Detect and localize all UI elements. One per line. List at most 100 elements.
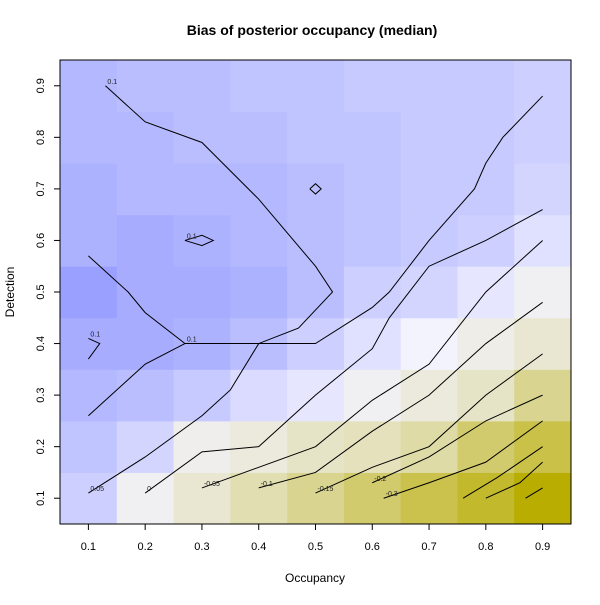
x-tick-label: 0.1 — [81, 541, 96, 553]
heatmap-cell — [343, 163, 402, 216]
heatmap-cell — [287, 111, 345, 164]
heatmap-cell — [343, 472, 402, 525]
contour-line — [88, 85, 334, 345]
x-tick-label: 0.3 — [194, 541, 209, 553]
heatmap-cell — [400, 472, 458, 525]
heatmap-cell — [400, 60, 458, 113]
x-tick-label: 0.4 — [251, 541, 266, 553]
y-tick-label: 0.8 — [35, 130, 47, 145]
y-tick-label: 0.3 — [35, 387, 47, 402]
heatmap-cell — [116, 266, 175, 319]
y-axis: 0.1 0.2 0.3 0.4 0.5 0.6 0.7 0.8 0.9 — [35, 78, 60, 506]
heatmap-cell — [343, 317, 402, 370]
contour-line — [184, 234, 215, 247]
contour-line — [525, 487, 543, 499]
contour-line — [88, 95, 543, 494]
y-tick-label: 0.9 — [35, 78, 47, 93]
heatmap-cell — [287, 214, 345, 267]
y-axis-label: Detection — [3, 267, 17, 318]
contour-label: -0.1 — [261, 481, 273, 488]
heatmap-cell — [343, 420, 402, 473]
heatmap-cell — [514, 420, 572, 473]
x-tick-label: 0.6 — [365, 541, 380, 553]
x-axis-label: Occupancy — [285, 571, 345, 585]
heatmap-cell — [116, 214, 175, 267]
heatmap-cell — [514, 111, 572, 164]
heatmap-cell — [230, 163, 288, 216]
heatmap-cell — [400, 266, 458, 319]
contour-label: 0.1 — [107, 79, 117, 86]
heatmap-cell — [173, 214, 231, 267]
heatmap-cell — [60, 266, 118, 319]
heatmap-cell — [173, 266, 231, 319]
heatmap-cell — [230, 111, 288, 164]
contour-label: -0.2 — [374, 476, 386, 483]
heatmap-cell — [116, 317, 175, 370]
heatmap-cell — [116, 163, 175, 216]
heatmap-cell — [230, 266, 288, 319]
heatmap-cell — [287, 163, 345, 216]
heatmap-cell — [230, 472, 288, 525]
contour-line — [87, 337, 101, 360]
x-axis: 0.1 0.2 0.3 0.4 0.5 0.6 0.7 0.8 0.9 — [81, 524, 550, 553]
contour-labels: 0.1 0.1 0.1 0.1 0.05 0 -0.05 -0.1 -0.15 -0.2 -0.3 — [90, 79, 397, 498]
x-tick-label: 0.2 — [138, 541, 153, 553]
heatmap-cell — [457, 111, 515, 164]
contour-label: -0.15 — [318, 486, 334, 493]
contour-label: -0.05 — [204, 481, 220, 488]
y-tick-label: 0.4 — [35, 336, 47, 351]
heatmap-cell — [343, 369, 402, 422]
contour-line — [372, 394, 543, 484]
heatmap-cell — [173, 163, 231, 216]
heatmap-cell — [116, 111, 175, 164]
chart-title: Bias of posterior occupancy (median) — [187, 22, 438, 38]
y-tick-label: 0.6 — [35, 233, 47, 248]
heatmap-cell — [457, 420, 515, 473]
heatmap-cell — [287, 472, 345, 525]
heatmap-cell — [343, 214, 402, 267]
contour-line — [201, 240, 543, 489]
contour-label: 0 — [147, 486, 151, 493]
x-tick-label: 0.8 — [478, 541, 493, 553]
heatmap-cell — [60, 111, 118, 164]
heatmap-cell — [514, 317, 572, 370]
heatmap-cell — [116, 369, 175, 422]
x-tick-label: 0.9 — [535, 541, 550, 553]
heatmap-cell — [457, 163, 515, 216]
contour-label: 0.1 — [187, 233, 197, 240]
heatmap-cell — [116, 60, 175, 113]
heatmap-cell — [60, 369, 118, 422]
contour-label: -0.3 — [386, 491, 398, 498]
contour-lines — [87, 85, 543, 499]
contour-line — [258, 301, 543, 489]
heatmap-cell — [514, 266, 572, 319]
heatmap-cell — [60, 60, 118, 113]
heatmap-cell — [343, 266, 402, 319]
contour-line — [88, 343, 186, 417]
contour-label: 0.1 — [90, 331, 100, 338]
heatmap-cell — [343, 60, 402, 113]
contour-line — [315, 353, 543, 494]
heatmap-cell — [514, 60, 572, 113]
contour-line — [462, 446, 543, 499]
heatmap-cell — [343, 111, 402, 164]
heatmap-cell — [173, 420, 231, 473]
heatmap-cell — [400, 317, 458, 370]
y-tick-label: 0.7 — [35, 181, 47, 196]
heatmap-cell — [173, 111, 231, 164]
heatmap-cell — [457, 60, 515, 113]
heatmap-cell — [173, 60, 231, 113]
heatmap-cell — [60, 420, 118, 473]
heatmap-cell — [60, 163, 118, 216]
contour-line — [144, 209, 543, 494]
heatmap-cell — [230, 369, 288, 422]
heatmap-cell — [116, 420, 175, 473]
contour-line — [309, 183, 322, 195]
heatmap-cell — [400, 163, 458, 216]
heatmap-cell — [400, 111, 458, 164]
x-tick-label: 0.5 — [308, 541, 323, 553]
heatmap-cell — [514, 472, 572, 525]
y-tick-label: 0.5 — [35, 284, 47, 299]
